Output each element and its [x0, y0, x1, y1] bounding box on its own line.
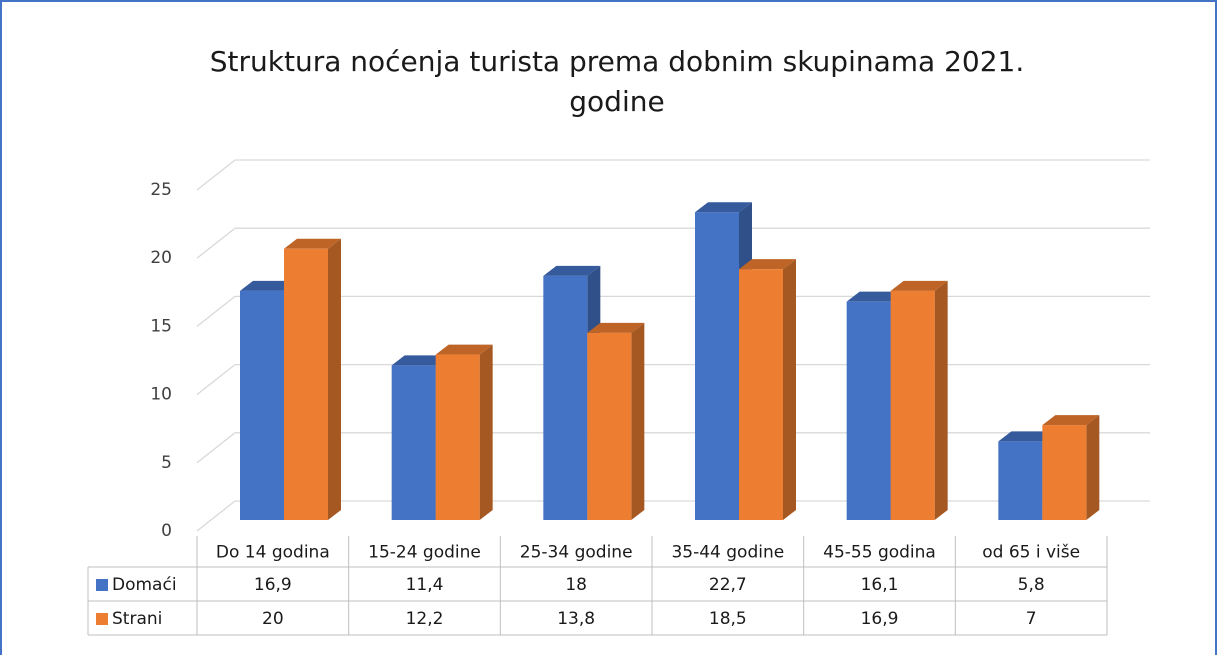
bar-top: [739, 259, 796, 270]
table-value: 16,1: [861, 575, 899, 595]
grid-line: [196, 227, 236, 259]
bar: [240, 290, 284, 520]
table-value: 18: [565, 575, 587, 595]
bar: [998, 441, 1043, 520]
legend-label: Domaći: [112, 575, 177, 595]
y-tick-label: 0: [161, 521, 172, 541]
bar-side: [1086, 415, 1100, 520]
x-tick-label: 35-44 godine: [671, 543, 784, 563]
y-tick-label: 5: [161, 453, 172, 473]
x-tick-label: 45-55 godina: [823, 543, 936, 563]
bar: [435, 354, 480, 520]
x-tick-label: 15-24 godine: [368, 543, 481, 563]
table-value: 20: [262, 609, 284, 629]
bar: [846, 301, 891, 520]
table-value: 7: [1026, 609, 1037, 629]
bar: [543, 275, 588, 520]
grid-line: [196, 295, 236, 327]
bar-top: [435, 344, 493, 355]
legend-label: Strani: [112, 609, 162, 629]
bar-side: [631, 322, 645, 520]
bar-top: [240, 280, 297, 291]
bar: [739, 269, 783, 520]
bar: [587, 332, 632, 520]
bar-top: [543, 265, 601, 276]
table-value: 18,5: [709, 609, 747, 629]
y-tick-label: 15: [150, 316, 172, 336]
legend-key: [96, 613, 108, 625]
chart-title: Struktura noćenja turista prema dobnim s…: [210, 45, 1025, 78]
grid-line: [196, 432, 236, 464]
bar: [890, 290, 935, 520]
bar: [284, 248, 328, 521]
y-tick-label: 10: [150, 385, 172, 405]
grid-line: [196, 159, 236, 191]
bar-top: [846, 291, 904, 302]
bar-top: [284, 238, 341, 249]
x-tick-label: 25-34 godine: [520, 543, 633, 563]
bar-top: [1042, 415, 1100, 426]
bar-top: [587, 322, 645, 333]
y-tick-label: 20: [150, 248, 172, 268]
table-value: 13,8: [557, 609, 595, 629]
bar: [391, 365, 436, 520]
x-tick-label: od 65 i više: [982, 543, 1080, 563]
table-value: 16,9: [861, 609, 899, 629]
bar-side: [328, 238, 341, 521]
bar-side: [783, 259, 796, 520]
table-value: 22,7: [709, 575, 747, 595]
bar-side: [934, 280, 948, 520]
legend-key: [96, 579, 108, 591]
bar-top: [695, 202, 752, 213]
bar-top: [890, 280, 948, 291]
bar-top: [391, 355, 449, 366]
chart-title: godine: [569, 85, 664, 118]
table-value: 5,8: [1018, 575, 1045, 595]
grid-line: [196, 364, 236, 396]
bar-side: [479, 344, 493, 520]
bar: [695, 212, 739, 521]
x-tick-label: Do 14 godina: [216, 543, 330, 563]
table-value: 11,4: [406, 575, 444, 595]
table-value: 16,9: [254, 575, 292, 595]
bar: [1042, 425, 1087, 520]
grid-line: [196, 500, 236, 532]
bar-top: [998, 431, 1056, 442]
table-value: 12,2: [406, 609, 444, 629]
y-tick-label: 25: [150, 180, 172, 200]
